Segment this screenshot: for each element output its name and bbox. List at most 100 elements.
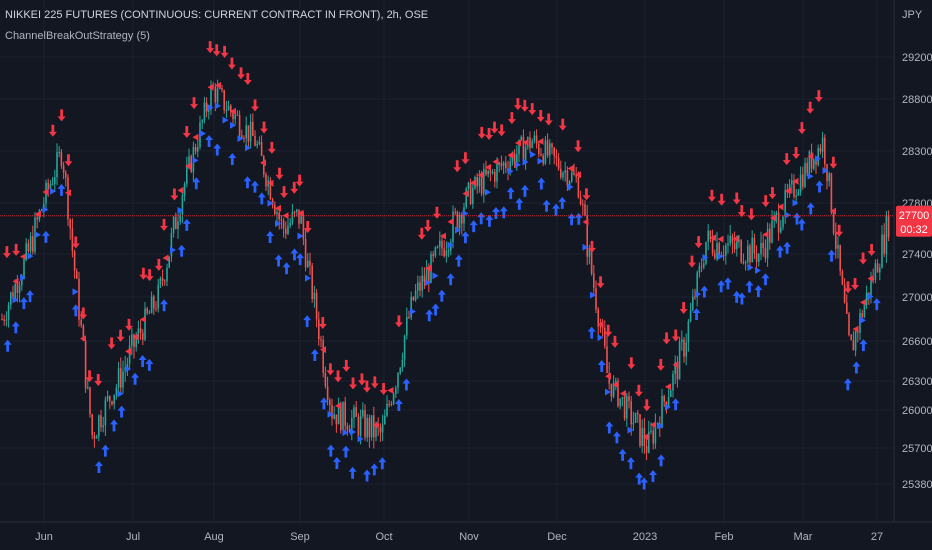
time-tick-label: Oct bbox=[375, 531, 392, 543]
long-entry-arrow bbox=[402, 378, 411, 391]
long-signal-marker bbox=[455, 226, 461, 234]
candle-body bbox=[406, 316, 408, 336]
candle-body bbox=[654, 423, 657, 444]
short-entry-arrow bbox=[627, 357, 636, 370]
candle-body bbox=[685, 342, 687, 357]
short-signal-marker bbox=[777, 203, 784, 211]
candle-body bbox=[524, 146, 527, 161]
candle-body bbox=[36, 217, 38, 220]
candle-body bbox=[353, 407, 355, 418]
long-signal-marker bbox=[582, 243, 589, 251]
candle-body bbox=[113, 394, 115, 405]
short-entry-arrow bbox=[160, 218, 169, 231]
candle-body bbox=[89, 387, 91, 415]
candle-body bbox=[344, 401, 346, 426]
long-signal-marker bbox=[717, 252, 724, 260]
short-signal-marker bbox=[732, 235, 739, 243]
long-signal-marker bbox=[237, 135, 244, 143]
short-entry-arrow bbox=[154, 258, 163, 271]
candle-body bbox=[480, 177, 483, 194]
candle-body bbox=[258, 142, 261, 144]
candle-body bbox=[287, 225, 289, 234]
candle-body bbox=[414, 290, 417, 300]
short-entry-arrow bbox=[797, 122, 806, 135]
currency-label: JPY bbox=[902, 9, 923, 21]
candle-body bbox=[733, 242, 736, 250]
candle-body bbox=[751, 237, 753, 263]
candle-body bbox=[628, 396, 630, 402]
long-entry-arrow bbox=[290, 248, 299, 261]
symbol-title[interactable]: NIKKEI 225 FUTURES (CONTINUOUS: CURRENT … bbox=[5, 9, 429, 21]
candle-body bbox=[225, 110, 228, 112]
price-tick-label: 26000 bbox=[902, 405, 932, 417]
candle-body bbox=[586, 215, 588, 257]
short-signal-marker bbox=[267, 179, 274, 187]
candle-body bbox=[839, 244, 841, 272]
short-entry-arrow bbox=[379, 382, 388, 395]
candle-body bbox=[784, 189, 786, 217]
long-signal-marker bbox=[822, 167, 829, 175]
long-entry-arrow bbox=[177, 244, 186, 257]
long-entry-arrow bbox=[754, 285, 763, 298]
short-entry-arrow bbox=[761, 195, 770, 208]
strategy-label[interactable]: ChannelBreakOutStrategy (5) bbox=[5, 30, 150, 42]
candle-body bbox=[808, 151, 811, 174]
candle-body bbox=[771, 220, 773, 243]
candle-body bbox=[419, 282, 421, 291]
long-signal-marker bbox=[297, 232, 304, 240]
long-signal-marker bbox=[522, 158, 529, 166]
candle-body bbox=[637, 412, 639, 415]
long-entry-arrow bbox=[587, 326, 596, 339]
long-entry-arrow bbox=[843, 378, 852, 391]
short-entry-arrow bbox=[362, 380, 371, 393]
candle-body bbox=[683, 339, 685, 357]
candle-body bbox=[692, 296, 694, 310]
short-entry-arrow bbox=[48, 124, 57, 137]
candle-body bbox=[832, 212, 835, 234]
short-signal-marker bbox=[710, 234, 716, 242]
price-tick-label: 28800 bbox=[902, 94, 932, 106]
candle-body bbox=[280, 219, 283, 221]
candle-body bbox=[32, 236, 34, 252]
long-entry-arrow bbox=[117, 405, 126, 418]
long-entry-arrow bbox=[859, 339, 868, 352]
candle-body bbox=[208, 109, 210, 112]
short-entry-arrow bbox=[220, 45, 229, 58]
short-signal-marker bbox=[650, 421, 656, 429]
candle-body bbox=[874, 263, 877, 280]
candle-body bbox=[485, 169, 487, 175]
short-entry-arrow bbox=[707, 189, 716, 202]
candle-body bbox=[665, 401, 668, 406]
candle-body bbox=[755, 253, 758, 262]
candle-body bbox=[18, 285, 21, 293]
long-entry-arrow bbox=[370, 463, 379, 476]
candle-body bbox=[610, 383, 613, 397]
candle-body bbox=[802, 174, 804, 187]
candle-body bbox=[676, 362, 679, 380]
short-entry-arrow bbox=[326, 363, 335, 376]
candle-body bbox=[10, 292, 12, 305]
long-entry-arrow bbox=[506, 187, 515, 200]
short-entry-arrow bbox=[737, 205, 746, 218]
short-entry-arrow bbox=[634, 384, 643, 397]
candle-body bbox=[91, 414, 93, 436]
long-entry-arrow bbox=[266, 231, 275, 244]
candle-body bbox=[227, 105, 230, 111]
candle-body bbox=[164, 280, 166, 282]
long-entry-arrow bbox=[648, 469, 657, 482]
candle-body bbox=[518, 139, 520, 155]
short-signal-marker bbox=[215, 81, 221, 89]
long-entry-arrow bbox=[145, 358, 154, 371]
candle-body bbox=[461, 214, 463, 224]
candle-body bbox=[500, 162, 503, 167]
candle-body bbox=[245, 125, 247, 139]
candle-body bbox=[375, 423, 377, 438]
candle-body bbox=[252, 121, 254, 137]
candle-body bbox=[133, 334, 135, 347]
long-signal-marker bbox=[425, 279, 431, 287]
long-entry-arrow bbox=[491, 207, 500, 220]
candle-body bbox=[115, 387, 118, 395]
long-entry-arrow bbox=[827, 249, 836, 262]
